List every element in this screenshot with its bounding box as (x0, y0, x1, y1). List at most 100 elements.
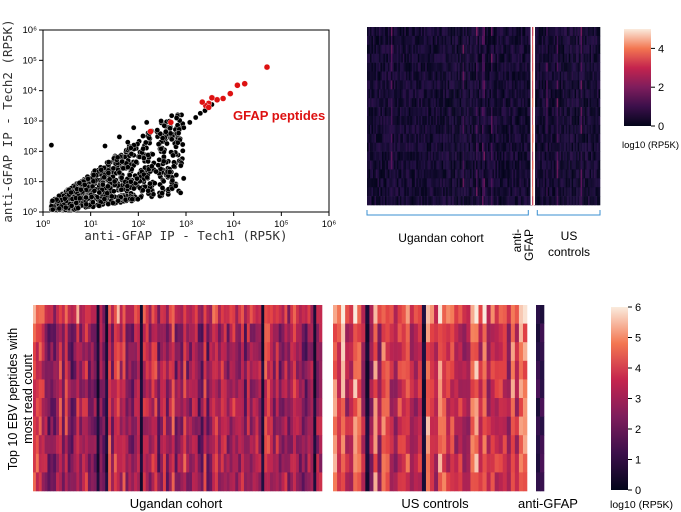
heatmap-cell (574, 133, 577, 143)
heatmap-cell (422, 107, 425, 117)
heatmap-cell (440, 178, 442, 188)
heatmap-cell (76, 342, 80, 362)
heatmap-cell (410, 89, 413, 99)
heatmap-cell (284, 472, 288, 492)
heatmap-cell (410, 107, 413, 117)
heatmap-cell (480, 80, 483, 90)
heatmap-cell (456, 160, 459, 170)
heatmap-cell (541, 107, 544, 117)
heatmap-cell (381, 187, 384, 197)
heatmap-cell (413, 107, 416, 117)
heatmap-cell (559, 27, 562, 37)
heatmap-cell (369, 27, 372, 37)
heatmap-cell (522, 53, 525, 63)
heatmap-cell (134, 435, 138, 455)
heatmap-cell (399, 35, 402, 46)
heatmap-cell (290, 453, 294, 473)
heatmap-cell (597, 107, 599, 117)
heatmap-cell (504, 151, 507, 161)
heatmap-cell (429, 178, 432, 188)
heatmap-cell (423, 160, 426, 170)
heatmap-cell (157, 342, 161, 362)
heatmap-cell (203, 416, 207, 436)
heatmap-cell (432, 71, 435, 81)
heatmap-cell (246, 305, 251, 324)
heatmap-cell (546, 44, 549, 54)
heatmap-cell (582, 62, 584, 72)
heatmap-cell (381, 142, 384, 152)
heatmap-cell (422, 187, 425, 197)
heatmap-cell (489, 71, 492, 81)
heatmap-cell (582, 142, 584, 152)
heatmap-cell (470, 71, 472, 81)
heatmap-cell (470, 44, 472, 54)
heatmap-cell (541, 178, 544, 188)
heatmap-cell (443, 133, 445, 143)
scatter-point (150, 191, 157, 198)
heatmap-cell (516, 133, 519, 143)
heatmap-cell (507, 142, 510, 152)
scatter-point (147, 180, 153, 187)
heatmap-cell (386, 169, 389, 179)
heatmap-cell (90, 379, 94, 399)
heatmap-cell (517, 89, 520, 99)
heatmap-cell (585, 62, 587, 72)
heatmap-cell (381, 71, 384, 81)
heatmap-cell (520, 160, 523, 170)
heatmap-cell (574, 151, 577, 161)
heatmap-cell (429, 151, 432, 161)
heatmap-cell (408, 142, 411, 152)
heatmap-cell (413, 27, 416, 37)
heatmap-cell (502, 35, 505, 46)
heatmap-cell (447, 35, 450, 46)
heatmap-cell (56, 342, 60, 362)
heatmap-cell (522, 196, 525, 206)
heatmap-cell (455, 98, 457, 108)
heatmap-cell (534, 169, 537, 179)
heatmap-cell (369, 71, 372, 81)
scatter-point (105, 183, 111, 190)
heatmap-cell (577, 89, 580, 99)
heatmap-cell (145, 398, 149, 417)
scatter-point (75, 205, 81, 211)
heatmap-cell (489, 133, 492, 143)
heatmap-cell (374, 98, 377, 108)
heatmap-cell (477, 107, 480, 117)
heatmap-cell (468, 53, 471, 63)
heatmap-cell (405, 151, 408, 161)
heatmap-cell (278, 323, 282, 343)
heatmap-cell (493, 169, 496, 179)
heatmap-cell (468, 160, 471, 170)
heatmap-cell (528, 116, 531, 126)
heatmap-cell (507, 89, 510, 99)
heatmap-cell (434, 62, 436, 72)
heatmap-cell (462, 80, 465, 90)
heatmap-cell (380, 116, 383, 126)
heatmap-cell (272, 416, 277, 436)
heatmap-cell (526, 160, 529, 170)
heatmap-cell (573, 107, 575, 117)
heatmap-cell (194, 453, 199, 473)
heatmap-cell (507, 187, 510, 197)
heatmap-cell (591, 196, 593, 206)
heatmap-cell (511, 80, 514, 90)
heatmap-cell (516, 178, 519, 188)
heatmap-cell (555, 169, 557, 179)
heatmap-cell (220, 453, 225, 473)
heatmap-cell (467, 27, 469, 37)
heatmap-cell (447, 80, 450, 90)
heatmap-cell (473, 160, 475, 170)
heatmap-cell (367, 187, 369, 197)
heatmap-cell (474, 35, 477, 46)
heatmap-cell (33, 472, 37, 492)
heatmap-cell (540, 53, 543, 63)
heatmap-cell (540, 116, 543, 126)
heatmap-cell (431, 178, 434, 188)
heatmap-cell (520, 124, 523, 135)
heatmap-cell (116, 398, 120, 417)
heatmap-cell (67, 453, 71, 473)
heatmap-cell (505, 80, 508, 90)
heatmap-cell (380, 44, 383, 54)
scatter-point (96, 189, 103, 196)
heatmap-cell (489, 187, 492, 197)
